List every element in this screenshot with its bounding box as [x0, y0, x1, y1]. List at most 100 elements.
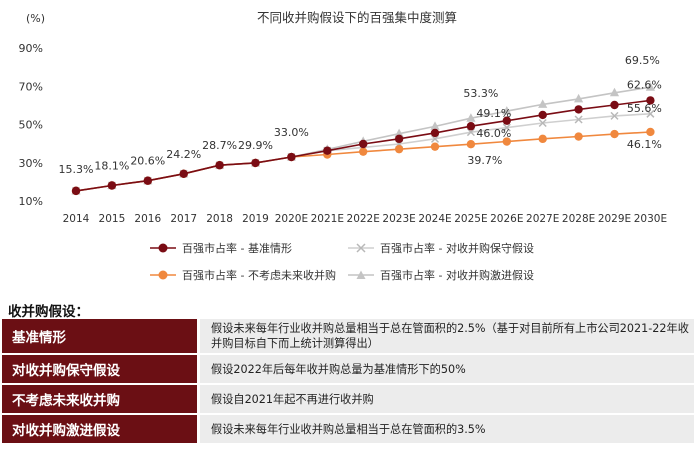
data-labels: 15.3% 18.1% 20.6%24.2%28.7% 29.9%33.0% 53.3%…	[59, 54, 662, 176]
x-tick-label: 2016	[134, 213, 161, 225]
data-point	[645, 82, 655, 91]
data-label: 15.3%	[59, 163, 94, 176]
data-point	[610, 111, 619, 120]
assumption-description: 假设自2021年起不再进行收并购	[197, 384, 694, 415]
axes: 10% 30% 50% 70% 90% 2014 2015 2016 2017 2018 2019 2…	[19, 42, 668, 225]
data-label: 55.6%	[627, 102, 662, 115]
legend-label: 百强市占率 - 不考虑未来收并购	[182, 269, 336, 282]
assumptions-table: 基准情形 假设未来每年行业收并购总量相当于总在管面积的2.5%（基于对目前所有上…	[2, 319, 694, 445]
data-label: 28.7%	[202, 139, 237, 152]
data-label: 33.0%	[274, 126, 309, 139]
data-point	[430, 121, 440, 130]
data-label: 20.6%	[130, 155, 165, 168]
data-label: 62.6%	[627, 78, 662, 91]
data-point	[646, 96, 655, 105]
assumption-label: 不考虑未来收并购	[2, 384, 199, 415]
data-point	[610, 100, 619, 110]
assumption-description: 假设未来每年行业收并购总量相当于总在管面积的3.5%	[197, 414, 694, 445]
data-point	[574, 93, 584, 103]
x-tick-label: 2029E	[598, 213, 631, 225]
x-tick-label: 2017	[170, 213, 197, 225]
data-label: 46.1%	[627, 138, 662, 151]
data-point	[466, 113, 476, 122]
data-label: 49.1%	[476, 107, 511, 120]
chart-canvas: 不同收并购假设下的百强集中度测算 (%) 10% 30% 50% 70% 90% 2014…	[19, 10, 668, 225]
data-point	[466, 139, 476, 149]
data-point	[323, 146, 332, 155]
data-label: 46.0%	[476, 127, 511, 140]
data-point	[646, 109, 655, 118]
legend-label: 百强市占率 - 基准情形	[182, 242, 292, 255]
data-label: 24.2%	[166, 148, 201, 161]
x-tick-label: 2024E	[418, 213, 451, 225]
data-label: 69.5%	[625, 54, 660, 67]
x-tick-label: 2014	[63, 213, 90, 225]
data-label: 29.9%	[238, 139, 273, 152]
data-point	[430, 128, 440, 138]
data-label: 39.7%	[467, 154, 502, 167]
data-point	[394, 144, 404, 154]
legend-item-conservative: 百强市占率 - 对收并购保守假设	[348, 240, 534, 256]
legend-item-no-ma: 百强市占率 - 不考虑未来收并购	[150, 267, 336, 283]
data-point	[502, 116, 511, 125]
data-point	[430, 134, 440, 143]
assumption-label: 对收并购保守假设	[2, 354, 199, 385]
legend-label: 百强市占率 - 对收并购激进假设	[380, 269, 534, 282]
x-tick-label: 2028E	[562, 213, 595, 225]
chart-title: 不同收并购假设下的百强集中度测算	[257, 10, 457, 25]
legend-label: 百强市占率 - 对收并购保守假设	[380, 242, 534, 255]
x-tick-label: 2020E	[275, 213, 308, 225]
data-point	[538, 118, 547, 128]
y-tick-label: 30%	[19, 157, 43, 170]
data-point	[359, 147, 368, 156]
data-point	[574, 105, 583, 114]
table-row: 对收并购激进假设 假设未来每年行业收并购总量相当于总在管面积的3.5%	[2, 414, 694, 445]
legend-item-aggressive: 百强市占率 - 对收并购激进假设	[348, 267, 534, 283]
data-point	[574, 115, 583, 124]
data-point	[179, 169, 188, 179]
table-row: 基准情形 假设未来每年行业收并购总量相当于总在管面积的2.5%（基于对目前所有上…	[2, 319, 694, 355]
y-tick-label: 10%	[19, 195, 43, 208]
legend-marker-x	[348, 243, 374, 253]
x-tick-label: 2030E	[634, 213, 667, 225]
data-point	[251, 158, 260, 168]
y-tick-label: 70%	[19, 80, 43, 93]
data-point	[574, 132, 583, 141]
legend-marker-triangle	[348, 270, 374, 279]
data-point	[538, 110, 547, 120]
data-point	[215, 161, 224, 170]
data-point	[610, 129, 619, 139]
x-tick-label: 2018	[206, 213, 233, 225]
data-point	[538, 134, 547, 144]
y-tick-label: 50%	[19, 119, 43, 132]
y-unit-label: (%)	[26, 12, 45, 25]
table-row: 对收并购保守假设 假设2022年后每年收并购总量为基准情形下的50%	[2, 354, 694, 385]
x-tick-label: 2021E	[311, 213, 344, 225]
data-point	[502, 106, 512, 115]
data-label: 18.1%	[94, 160, 129, 173]
x-tick-label: 2015	[99, 213, 126, 225]
data-point	[107, 181, 117, 190]
x-tick-label: 2026E	[490, 213, 523, 225]
data-point	[430, 142, 440, 151]
assumption-description: 假设未来每年行业收并购总量相当于总在管面积的2.5%（基于对目前所有上市公司20…	[197, 319, 694, 355]
x-tick-label: 2023E	[382, 213, 415, 225]
data-point	[538, 99, 548, 108]
x-tick-label: 2027E	[526, 213, 559, 225]
data-point	[143, 176, 152, 185]
data-point	[466, 128, 475, 137]
assumption-label: 基准情形	[2, 319, 199, 355]
data-point	[466, 122, 476, 131]
assumptions-title: 收并购假设：	[8, 304, 89, 320]
x-tick-label: 2025E	[454, 213, 487, 225]
legend-item-baseline: 百强市占率 - 基准情形	[150, 240, 292, 256]
data-point	[359, 139, 368, 149]
data-label: 53.3%	[463, 87, 498, 100]
legend-marker-circle-orange	[150, 270, 176, 280]
assumption-label: 对收并购激进假设	[2, 414, 199, 445]
x-tick-label: 2022E	[347, 213, 380, 225]
y-tick-label: 90%	[19, 42, 43, 55]
series-group	[71, 82, 655, 196]
data-point	[502, 137, 511, 146]
data-point	[502, 123, 511, 132]
